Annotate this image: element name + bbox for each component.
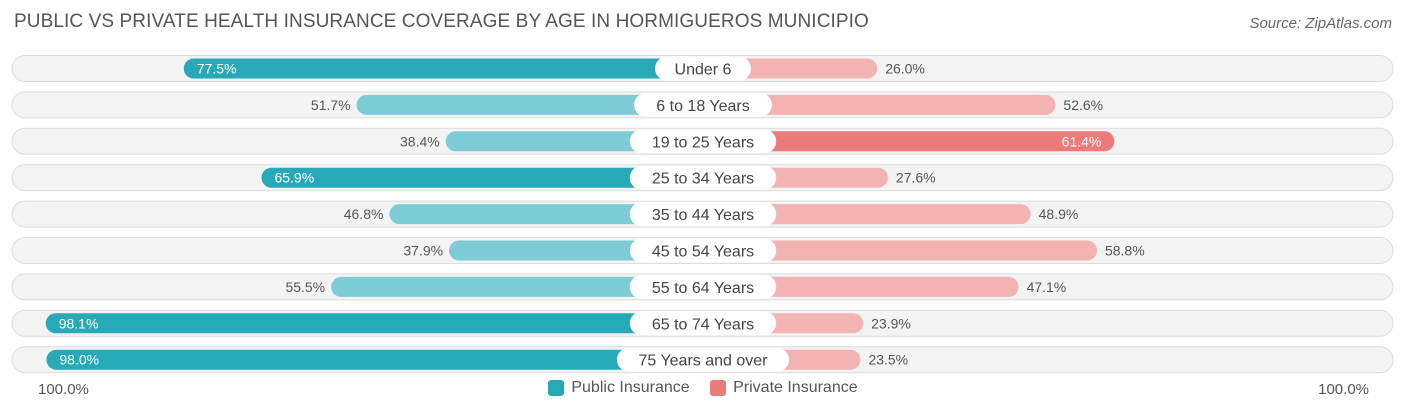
category-pill	[616, 347, 790, 372]
value-label-public: 98.0%	[59, 352, 99, 368]
category-label: Under 6	[675, 62, 732, 79]
axis-left-label: 100.0%	[38, 381, 89, 398]
category-label: 25 to 34 Years	[652, 171, 754, 188]
value-label-public: 98.1%	[59, 315, 99, 331]
value-label-public: 38.4%	[400, 133, 440, 149]
value-label-private: 52.6%	[1063, 97, 1103, 113]
value-label-private: 23.9%	[871, 315, 911, 331]
legend-swatch-public	[548, 380, 565, 396]
bar-public	[331, 276, 703, 297]
category-label: 45 to 54 Years	[652, 244, 754, 261]
bar-public	[45, 313, 704, 334]
chart-area: 77.5% 26.0% Under 6 51.7% 52.6% 6 to 18 Years…	[11, 55, 1394, 374]
bar-private	[703, 204, 1031, 225]
value-label-public: 77.5%	[197, 61, 237, 77]
category-label: 19 to 25 Years	[652, 134, 754, 151]
bar-public	[261, 167, 703, 188]
category-pill	[629, 165, 777, 190]
legend-item-public[interactable]: Public Insurance	[548, 379, 690, 397]
category-label: 6 to 18 Years	[656, 98, 749, 115]
value-label-public: 51.7%	[311, 97, 351, 113]
category-label: 55 to 64 Years	[652, 280, 754, 297]
bar-private	[703, 131, 1115, 152]
value-label-private: 23.5%	[868, 352, 908, 368]
category-label: 65 to 74 Years	[652, 316, 754, 333]
legend-label-public: Public Insurance	[571, 379, 690, 396]
category-pill	[629, 129, 777, 154]
category-label: 35 to 44 Years	[652, 207, 754, 224]
bar-public	[389, 204, 703, 225]
bar-private	[703, 276, 1019, 297]
chart-title: PUBLIC VS PRIVATE HEALTH INSURANCE COVER…	[14, 11, 869, 32]
bar-private	[703, 94, 1056, 115]
category-pill	[629, 274, 777, 299]
value-label-public: 46.8%	[344, 206, 384, 222]
value-label-private: 26.0%	[885, 61, 925, 77]
value-label-private: 47.1%	[1027, 279, 1067, 295]
category-pill	[629, 238, 777, 263]
bar-private	[703, 240, 1097, 261]
value-label-public: 37.9%	[403, 243, 443, 259]
value-label-public: 65.9%	[274, 170, 314, 186]
bar-public	[356, 94, 703, 115]
value-label-private: 61.4%	[1062, 133, 1102, 149]
value-label-private: 58.8%	[1105, 243, 1145, 259]
legend-swatch-private	[710, 380, 727, 396]
axis-right-label: 100.0%	[1318, 381, 1369, 398]
bar-public	[183, 58, 703, 79]
legend: Public Insurance Private Insurance	[0, 379, 1406, 401]
legend-item-private[interactable]: Private Insurance	[710, 379, 858, 397]
value-label-public: 55.5%	[285, 279, 325, 295]
bar-public	[46, 349, 703, 370]
category-pill	[629, 311, 777, 336]
legend-label-private: Private Insurance	[733, 379, 858, 396]
category-pill	[655, 56, 751, 81]
category-pill	[634, 92, 772, 117]
value-label-private: 27.6%	[896, 170, 936, 186]
category-pill	[629, 202, 777, 227]
value-label-private: 48.9%	[1039, 206, 1079, 222]
source-label: Source: ZipAtlas.com	[1249, 15, 1392, 32]
category-label: 75 Years and over	[639, 353, 769, 370]
